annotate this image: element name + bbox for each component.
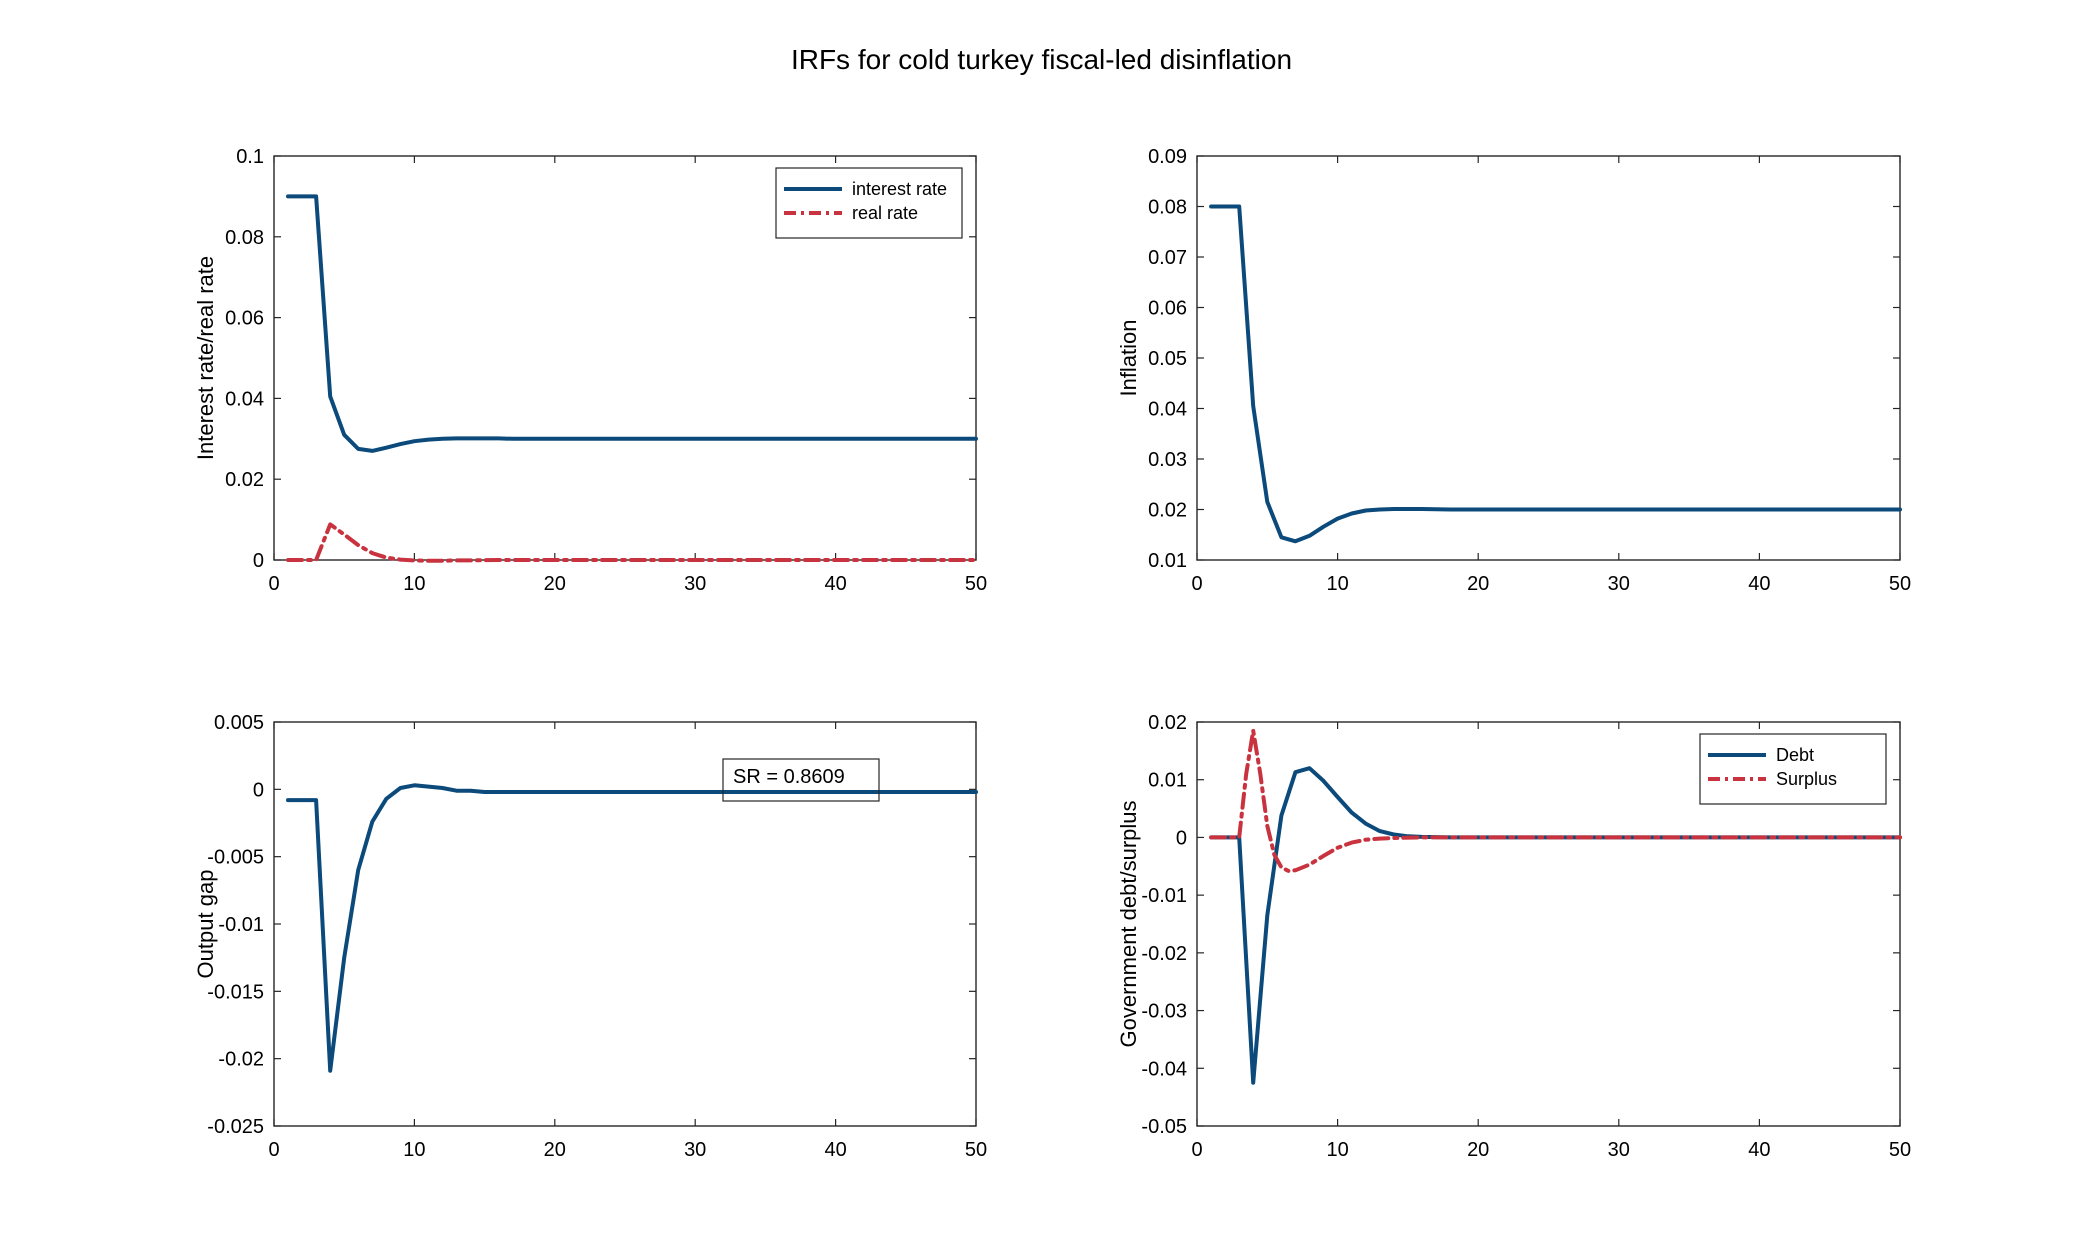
plot-area-output-gap [273, 721, 977, 1127]
legend-label: Surplus [1776, 769, 1837, 789]
y-tick-label: 0 [253, 550, 264, 572]
y-tick-label: -0.005 [207, 847, 264, 869]
y-tick-label: -0.03 [1141, 1001, 1187, 1023]
y-tick-label: 0.05 [1148, 348, 1187, 370]
y-tick-label: 0.1 [236, 146, 264, 168]
y-tick-label: 0.04 [1148, 399, 1187, 421]
y-tick-label: 0.09 [1148, 146, 1187, 168]
x-tick-label: 0 [268, 1139, 279, 1161]
y-tick-label: 0.02 [1148, 500, 1187, 522]
x-tick-label: 40 [1748, 573, 1770, 595]
x-tick-label: 20 [544, 1139, 566, 1161]
x-tick-label: 10 [403, 573, 425, 595]
x-tick-label: 50 [965, 1139, 987, 1161]
y-tick-label: 0.08 [225, 227, 264, 249]
x-tick-label: 50 [1889, 573, 1911, 595]
x-tick-label: 30 [1608, 573, 1630, 595]
x-tick-label: 40 [1748, 1139, 1770, 1161]
legend-label: Debt [1776, 745, 1814, 765]
y-tick-label: 0.07 [1148, 247, 1187, 269]
series-line-real-rate [286, 522, 978, 563]
panel-output-gap: 0 10 20 30 40 50 -0.025 -0.02 -0.015 -0.01 -0.005 0… [193, 712, 987, 1161]
y-tick-label: -0.015 [207, 981, 264, 1003]
y-tick-label: 0.01 [1148, 550, 1187, 572]
x-tick-label: 40 [824, 573, 846, 595]
series-line-surplus [1209, 728, 1902, 873]
x-tick-label: 10 [403, 1139, 425, 1161]
x-tick-label: 30 [684, 1139, 706, 1161]
x-tick-label: 10 [1326, 1139, 1348, 1161]
legend-box [1699, 733, 1887, 805]
y-tick-label: 0.02 [225, 469, 264, 491]
series-line-inflation [1209, 204, 1902, 544]
x-tick-label: 50 [965, 573, 987, 595]
y-tick-label: -0.01 [218, 914, 264, 936]
panel-inflation: 0 10 20 30 40 50 0.01 0.02 0.03 0.04 0.05 0.06 0.07 0… [1116, 146, 1911, 595]
x-tick-label: 40 [824, 1139, 846, 1161]
y-tick-label: 0 [253, 779, 264, 801]
panel-interest-rate: 0 10 20 30 40 50 0 0.02 0.04 0.06 0.08 0.1 Interest … [193, 146, 987, 595]
series-line-output-gap [286, 783, 978, 1073]
x-tick-label: 50 [1889, 1139, 1911, 1161]
legend-label: real rate [852, 203, 918, 223]
annotation-text: SR = 0.8609 [733, 766, 845, 788]
figure-title: IRFs for cold turkey fiscal-led disinfla… [790, 44, 1293, 75]
y-tick-label: 0.08 [1148, 197, 1187, 219]
x-tick-label: 10 [1326, 573, 1348, 595]
y-tick-label: 0.06 [225, 308, 264, 330]
y-tick-label: 0.005 [214, 712, 264, 734]
x-tick-label: 0 [1191, 573, 1202, 595]
x-tick-label: 20 [1467, 573, 1489, 595]
y-tick-label: -0.01 [1141, 885, 1187, 907]
x-tick-label: 30 [684, 573, 706, 595]
y-tick-label: -0.025 [207, 1116, 264, 1138]
panel-debt-surplus: 0 10 20 30 40 50 -0.05 -0.04 -0.03 -0.02 -0.01 0 0.0… [1116, 712, 1911, 1161]
series-line-interest-rate [286, 194, 978, 453]
y-tick-label: -0.04 [1141, 1058, 1187, 1080]
y-tick-label: 0.06 [1148, 298, 1187, 320]
x-tick-label: 20 [1467, 1139, 1489, 1161]
x-tick-label: 0 [268, 573, 279, 595]
y-tick-label: 0.01 [1148, 770, 1187, 792]
y-axis-label-debt-surplus: Government debt/surplus [1116, 800, 1141, 1047]
y-tick-label: 0 [1176, 827, 1187, 849]
y-tick-label: -0.02 [1141, 943, 1187, 965]
y-axis-label-interest-rate: Interest rate/real rate [193, 256, 218, 460]
y-tick-label: 0.02 [1148, 712, 1187, 734]
legend-label: interest rate [852, 179, 947, 199]
x-tick-label: 0 [1191, 1139, 1202, 1161]
y-tick-label: -0.05 [1141, 1116, 1187, 1138]
y-tick-label: -0.02 [218, 1049, 264, 1071]
annotation-box [722, 758, 880, 802]
y-tick-label: 0.03 [1148, 449, 1187, 471]
y-axis-label-inflation: Inflation [1116, 319, 1141, 396]
y-tick-label: 0.04 [225, 388, 264, 410]
y-axis-label-output-gap: Output gap [193, 870, 218, 979]
plot-area-inflation [1196, 155, 1901, 561]
legend-box [775, 167, 963, 239]
x-tick-label: 30 [1608, 1139, 1630, 1161]
x-tick-label: 20 [544, 573, 566, 595]
